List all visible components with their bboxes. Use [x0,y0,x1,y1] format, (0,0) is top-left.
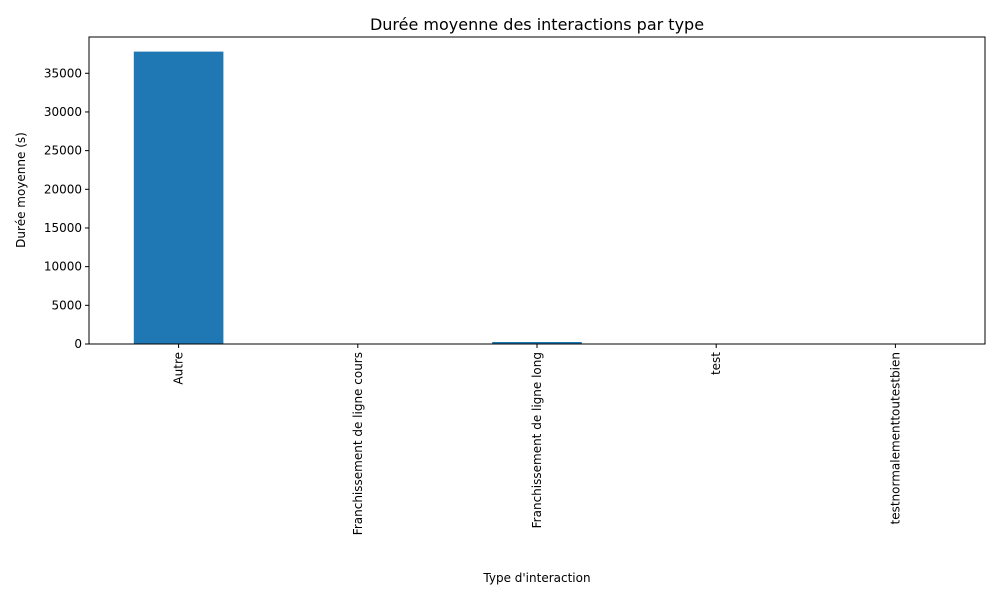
y-tick-label-1: 5000 [51,298,82,312]
y-tick-label-3: 15000 [44,221,82,235]
y-tick-label-0: 0 [74,337,82,351]
x-axis-label: Type d'interaction [482,571,590,585]
y-tick-label-6: 30000 [44,105,82,119]
bar-2 [492,341,582,344]
x-tick-label-3: test [709,352,723,375]
y-tick-label-2: 10000 [44,260,82,274]
x-tick-label-2: Franchissement de ligne long [530,352,544,528]
x-tick-label-1: Franchissement de ligne cours [351,352,365,535]
y-tick-label-5: 25000 [44,144,82,158]
bar-0 [133,51,224,344]
x-tick-label-0: Autre [172,352,186,385]
y-axis-label: Durée moyenne (s) [14,132,28,248]
y-tick-label-7: 35000 [44,66,82,80]
plot-frame [88,36,986,345]
chart-title: Durée moyenne des interactions par type [370,15,704,34]
y-axis-ticks: 0 5000 10000 15000 20000 25000 30000 35000 [44,66,89,351]
y-tick-label-4: 20000 [44,182,82,196]
x-axis-ticks: Autre Franchissement de ligne cours Franch… [172,344,902,535]
bars-group [133,51,941,344]
x-tick-label-4: testnormalementtoutestbien [888,352,902,525]
